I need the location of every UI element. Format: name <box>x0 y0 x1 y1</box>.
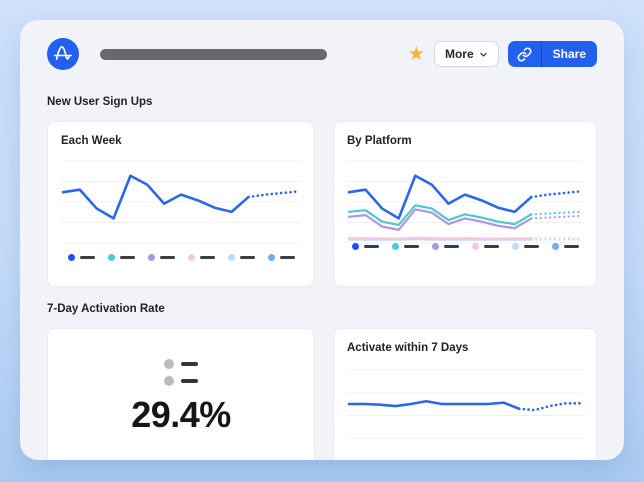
legend-item-4[interactable] <box>187 254 215 261</box>
legend-dot <box>511 243 519 250</box>
by-platform-legend <box>347 243 583 250</box>
legend-label-redacted <box>239 256 255 259</box>
legend-item-4[interactable] <box>471 243 499 250</box>
legend-label-redacted <box>119 256 135 259</box>
legend-label-redacted <box>563 245 579 248</box>
legend-label-redacted <box>181 379 198 383</box>
by-platform-card: By Platform <box>333 121 597 287</box>
legend-label-redacted <box>279 256 295 259</box>
more-button[interactable]: More <box>433 41 499 67</box>
legend-dot <box>391 243 399 250</box>
activate-within-7-days-card: Activate within 7 Days <box>333 328 597 460</box>
each-week-chart <box>61 155 301 251</box>
section-title-activation: 7-Day Activation Rate <box>47 303 165 315</box>
legend-label-redacted <box>363 245 379 248</box>
legend-dot <box>471 243 479 250</box>
legend-item-3[interactable] <box>147 254 175 261</box>
legend-label-redacted <box>483 245 499 248</box>
legend-label-redacted <box>199 256 215 259</box>
dashboard-title-placeholder <box>100 48 327 60</box>
by-platform-chart <box>347 155 583 251</box>
amplitude-logo-icon <box>54 46 72 61</box>
legend-label-redacted <box>79 256 95 259</box>
legend-dot <box>187 254 195 261</box>
share-button-group: Share <box>507 41 597 67</box>
share-button-divider <box>540 41 542 67</box>
legend-item-2[interactable] <box>391 243 419 250</box>
legend-item-3[interactable] <box>431 243 459 250</box>
legend-label-redacted <box>181 362 198 366</box>
legend-item-1[interactable] <box>164 359 198 369</box>
chevron-down-icon <box>479 52 487 57</box>
legend-item-6[interactable] <box>551 243 579 250</box>
legend-item-2[interactable] <box>107 254 135 261</box>
amplitude-logo[interactable] <box>47 38 79 70</box>
activate-card-title: Activate within 7 Days <box>347 342 469 354</box>
activation-stat-legend <box>164 359 198 386</box>
signups-cards-row: Each Week By Platform <box>47 121 597 287</box>
link-icon <box>517 47 532 61</box>
favorite-star-icon[interactable]: ★ <box>407 43 425 65</box>
legend-item-1[interactable] <box>67 254 95 261</box>
legend-item-6[interactable] <box>267 254 295 261</box>
legend-item-2[interactable] <box>164 376 198 386</box>
legend-label-redacted <box>403 245 419 248</box>
legend-dot <box>351 243 359 250</box>
legend-dot <box>267 254 275 261</box>
activate-chart <box>347 364 583 444</box>
legend-item-5[interactable] <box>511 243 539 250</box>
legend-label-redacted <box>523 245 539 248</box>
legend-item-1[interactable] <box>351 243 379 250</box>
legend-item-5[interactable] <box>227 254 255 261</box>
legend-label-redacted <box>443 245 459 248</box>
legend-dot <box>551 243 559 250</box>
share-button[interactable]: Share <box>542 41 597 67</box>
activation-rate-stat-card: 29.4% <box>47 328 315 460</box>
more-button-label: More <box>444 47 474 61</box>
dashboard-panel: ★ More Share New User <box>20 20 624 460</box>
each-week-card: Each Week <box>47 121 315 287</box>
legend-dot <box>67 254 75 261</box>
legend-label-redacted <box>159 256 175 259</box>
legend-dot <box>431 243 439 250</box>
header-actions: ★ More Share <box>408 41 597 67</box>
activation-rate-value: 29.4% <box>131 394 231 435</box>
legend-dot <box>147 254 155 261</box>
legend-dot <box>164 359 174 369</box>
legend-dot <box>227 254 235 261</box>
by-platform-card-title: By Platform <box>347 135 412 147</box>
legend-dot <box>107 254 115 261</box>
legend-dot <box>164 376 174 386</box>
each-week-legend <box>61 254 301 261</box>
share-button-label: Share <box>552 47 586 61</box>
dashboard-header: ★ More Share <box>47 38 597 70</box>
section-title-signups: New User Sign Ups <box>47 96 153 108</box>
copy-link-button[interactable] <box>508 41 541 67</box>
activation-cards-row: 29.4% Activate within 7 Days <box>47 328 597 460</box>
each-week-card-title: Each Week <box>61 135 122 147</box>
